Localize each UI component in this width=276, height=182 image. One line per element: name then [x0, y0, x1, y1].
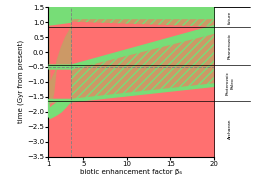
Text: Proterozoic
Paleo: Proterozoic Paleo — [226, 71, 234, 95]
X-axis label: biotic enhancement factor β₆: biotic enhancement factor β₆ — [80, 169, 182, 175]
Polygon shape — [48, 25, 71, 104]
Text: future: future — [228, 10, 232, 24]
Y-axis label: time (Gyr from present): time (Gyr from present) — [18, 40, 24, 123]
Polygon shape — [71, 28, 214, 100]
Polygon shape — [71, 19, 214, 27]
Text: Archaean: Archaean — [228, 119, 232, 139]
Text: Phanerozoic: Phanerozoic — [228, 33, 232, 59]
Polygon shape — [48, 101, 71, 118]
